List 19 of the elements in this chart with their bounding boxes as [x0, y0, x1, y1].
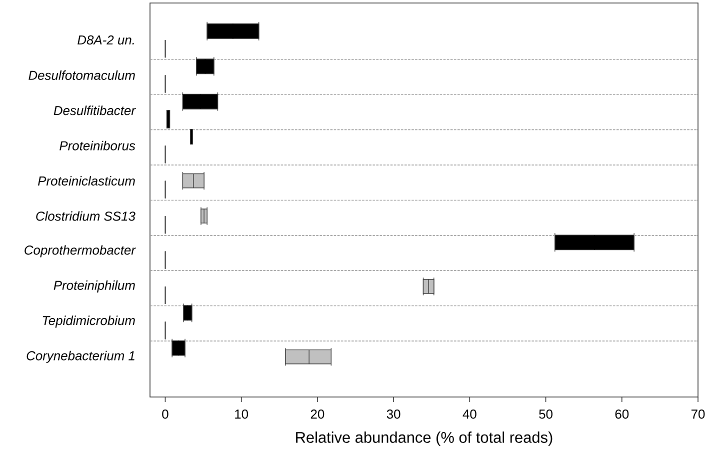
- y-tick-label: Desulfitibacter: [54, 106, 136, 116]
- y-tick-label: Proteiniclasticum: [38, 176, 135, 186]
- x-tick-label: 30: [386, 410, 400, 419]
- y-tick-label: Desulfotomaculum: [28, 70, 135, 80]
- x-tick-label: 50: [539, 410, 552, 419]
- y-tick-label: Clostridium SS13: [36, 211, 136, 221]
- x-tick-label: 40: [462, 410, 476, 419]
- y-tick-label: Tepidimicrobium: [42, 316, 135, 328]
- x-tick-label: 20: [310, 410, 324, 419]
- x-tick-label: 70: [691, 410, 705, 419]
- y-tick-label: Coprothermobacter: [24, 245, 136, 258]
- y-tick-label: Proteiniborus: [60, 140, 136, 150]
- x-tick-label: 10: [235, 410, 248, 419]
- y-tick-label: Proteiniphilum: [54, 280, 135, 292]
- x-axis-title: Relative abundance (% of total reads): [296, 432, 552, 446]
- y-tick-label: Corynebacterium 1: [26, 350, 134, 363]
- y-tick-label: D8A-2 un.: [78, 35, 134, 45]
- x-tick-label: 60: [615, 410, 629, 419]
- x-tick-label: 0: [162, 410, 168, 419]
